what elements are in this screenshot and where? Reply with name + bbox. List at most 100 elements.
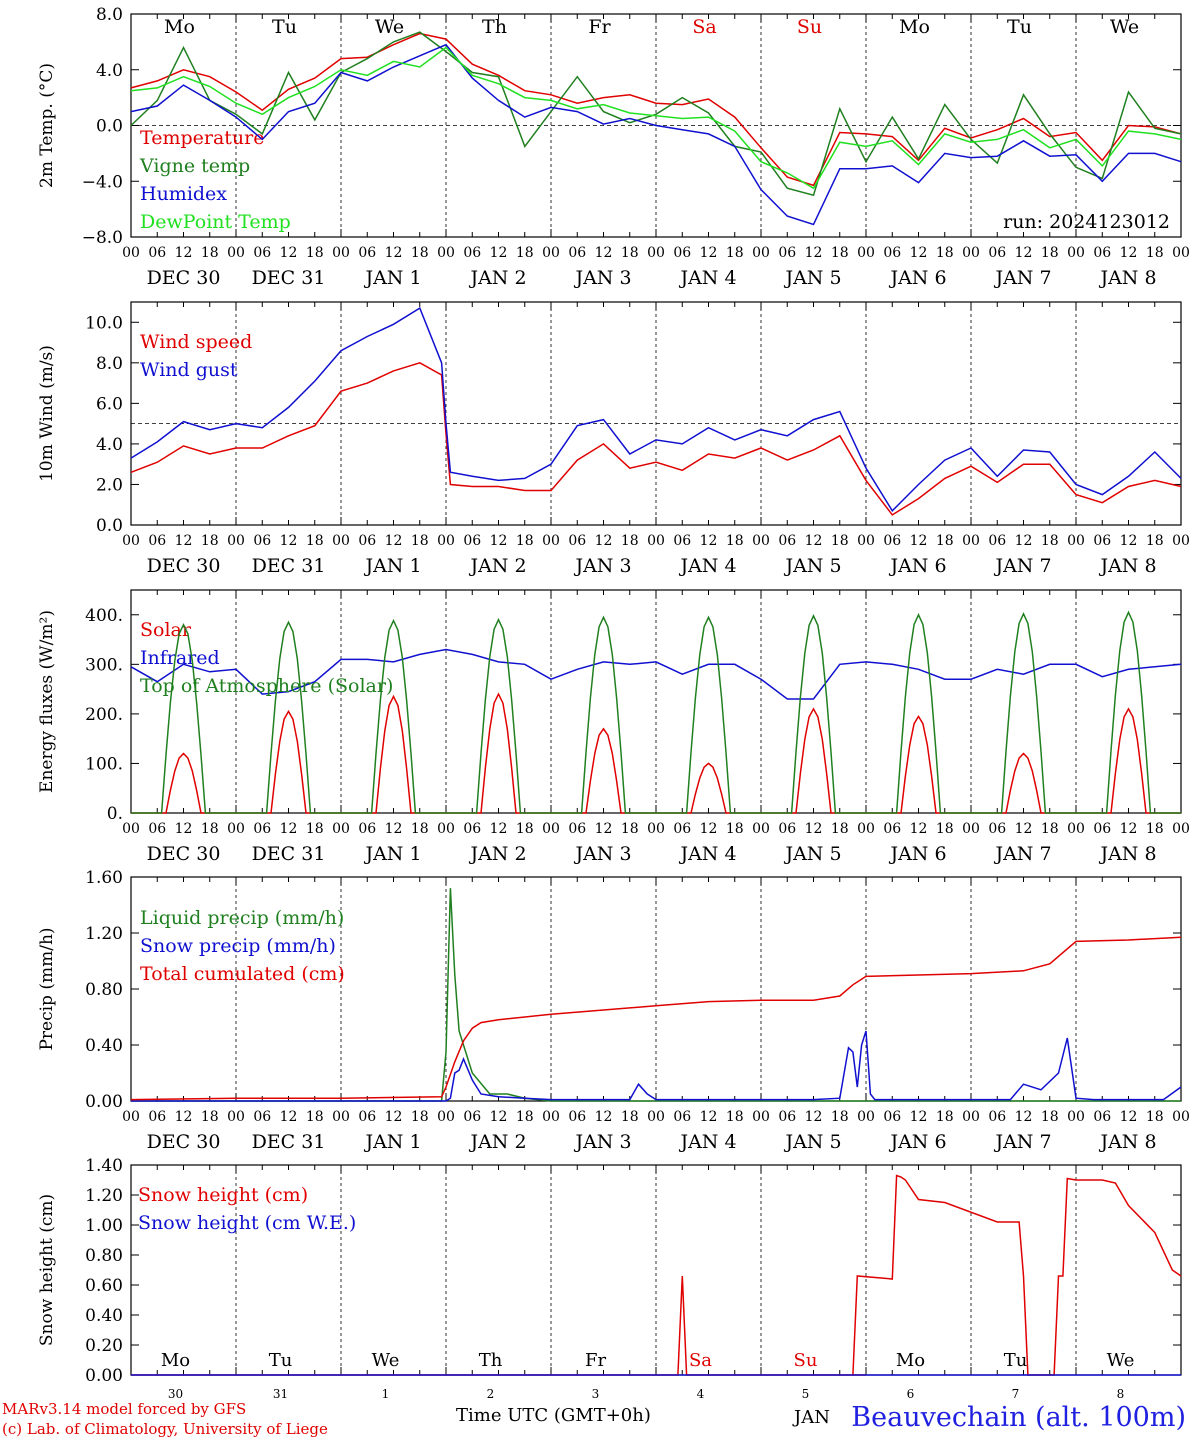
- series-line-infrared: [130, 648, 1182, 700]
- hour-label: 18: [1146, 533, 1164, 549]
- hour-label: 12: [1015, 533, 1033, 549]
- hour-label: 18: [201, 1109, 219, 1125]
- y-axis-label: Precip (mm/h): [37, 927, 57, 1050]
- hour-label: 00: [122, 533, 140, 549]
- legend-entry: Wind gust: [140, 359, 238, 381]
- date-label: JAN 3: [573, 1131, 631, 1153]
- day-number: 30: [168, 1387, 183, 1401]
- hour-label: 06: [883, 245, 901, 261]
- hour-label: 12: [490, 245, 508, 261]
- y-tick-label: 0.0: [96, 516, 123, 536]
- date-label: JAN 2: [468, 555, 526, 577]
- y-tick-label: 10.0: [85, 313, 123, 333]
- hour-label: 06: [358, 1109, 376, 1125]
- hour-label: 06: [148, 1109, 166, 1125]
- y-tick-label: −4.0: [82, 172, 123, 192]
- date-label: DEC 31: [252, 267, 326, 289]
- y-tick-label: 2.0: [96, 475, 123, 495]
- date-label: JAN 1: [363, 267, 421, 289]
- hour-label: 00: [332, 821, 350, 837]
- hour-label: 18: [621, 821, 639, 837]
- weekday-label: We: [1110, 16, 1139, 38]
- hour-label: 00: [752, 821, 770, 837]
- date-label: JAN 1: [363, 843, 421, 865]
- hour-label: 06: [253, 821, 271, 837]
- date-label: JAN 6: [888, 267, 946, 289]
- date-label: JAN 5: [783, 267, 841, 289]
- weekday-label: Tu: [1007, 16, 1032, 38]
- legend-entry: DewPoint Temp: [140, 211, 291, 233]
- weekday-label: We: [375, 16, 404, 38]
- hour-label: 12: [1120, 245, 1138, 261]
- y-tick-label: 0.80: [85, 980, 123, 1000]
- hour-label: 06: [988, 533, 1006, 549]
- hour-label: 00: [962, 821, 980, 837]
- hour-label: 12: [910, 245, 928, 261]
- y-axis-label: Energy fluxes (W/m²): [37, 610, 57, 793]
- date-label: DEC 31: [252, 843, 326, 865]
- hour-label: 06: [673, 821, 691, 837]
- hour-label: 12: [595, 821, 613, 837]
- day-number: 8: [1117, 1387, 1125, 1401]
- y-tick-label: 0.40: [85, 1306, 123, 1326]
- hour-label: 12: [1015, 821, 1033, 837]
- date-label: JAN 1: [363, 1131, 421, 1153]
- hour-label: 00: [962, 1109, 980, 1125]
- hour-label: 00: [122, 821, 140, 837]
- hour-label: 18: [726, 821, 744, 837]
- hour-label: 06: [778, 533, 796, 549]
- hour-label: 12: [805, 533, 823, 549]
- date-label: JAN 4: [678, 843, 736, 865]
- date-label: JAN 2: [468, 267, 526, 289]
- weekday-label: Fr: [588, 16, 611, 38]
- hour-label: 18: [306, 1109, 324, 1125]
- day-number: 6: [907, 1387, 915, 1401]
- y-tick-label: 0.00: [85, 1092, 123, 1112]
- model-credit: MARv3.14 model forced by GFS: [2, 1400, 247, 1418]
- hour-label: 00: [647, 245, 665, 261]
- hour-label: 18: [831, 821, 849, 837]
- hour-label: 06: [568, 1109, 586, 1125]
- legend-entry: Total cumulated (cm): [140, 963, 345, 985]
- hour-label: 00: [437, 1109, 455, 1125]
- station-name: Beauvechain (alt. 100m): [851, 1402, 1186, 1433]
- hour-label: 00: [857, 821, 875, 837]
- hour-label: 12: [700, 533, 718, 549]
- hour-label: 18: [201, 533, 219, 549]
- y-tick-label: 0.80: [85, 1246, 123, 1266]
- hour-label: 12: [175, 533, 193, 549]
- hour-label: 12: [1015, 245, 1033, 261]
- series-line-temperature: [130, 32, 1182, 187]
- date-label: JAN 7: [993, 843, 1051, 865]
- date-label: JAN 2: [468, 843, 526, 865]
- hour-label: 06: [568, 245, 586, 261]
- weekday-label: Mo: [161, 1350, 190, 1371]
- legend-entry: Solar: [140, 619, 192, 641]
- date-label: JAN 5: [783, 843, 841, 865]
- day-number: 7: [1012, 1387, 1020, 1401]
- plot-frame-1: [130, 301, 1182, 526]
- hour-label: 18: [516, 245, 534, 261]
- hour-label: 12: [595, 533, 613, 549]
- series-line-dewpoint-temp: [130, 46, 1182, 190]
- hour-label: 12: [700, 245, 718, 261]
- hour-label: 06: [673, 245, 691, 261]
- hour-label: 00: [332, 533, 350, 549]
- hour-label: 18: [936, 533, 954, 549]
- weekday-label: Sa: [689, 1350, 712, 1371]
- hour-label: 18: [201, 821, 219, 837]
- hour-label: 06: [568, 533, 586, 549]
- date-label: JAN 3: [573, 555, 631, 577]
- hour-label: 06: [358, 533, 376, 549]
- legend-entry: Wind speed: [140, 331, 252, 353]
- date-label: JAN 4: [678, 555, 736, 577]
- y-tick-label: 4.0: [96, 435, 123, 455]
- legend-entry: Infrared: [140, 647, 220, 669]
- day-number: 1: [382, 1387, 390, 1401]
- hour-label: 18: [831, 1109, 849, 1125]
- hour-label: 06: [148, 533, 166, 549]
- date-label: DEC 30: [147, 843, 221, 865]
- date-label: DEC 30: [147, 267, 221, 289]
- hour-label: 12: [700, 821, 718, 837]
- hour-label: 12: [385, 1109, 403, 1125]
